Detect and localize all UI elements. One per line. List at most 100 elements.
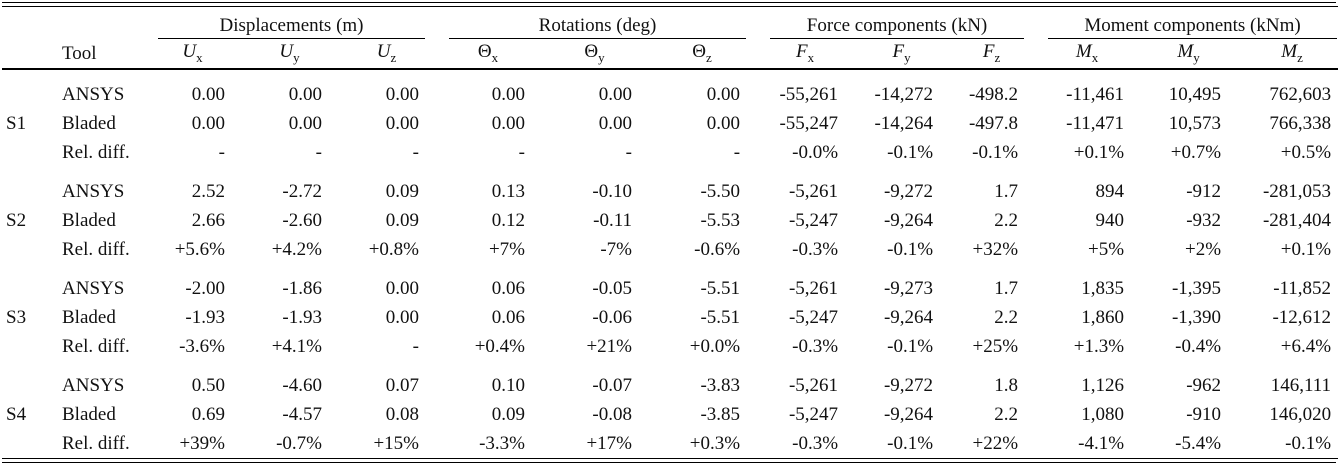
value-cell: 0.08	[385, 403, 419, 425]
value-cell: -3.83	[700, 374, 741, 396]
value-cell: -0.07	[592, 374, 632, 396]
value-cell: -0.4%	[1175, 335, 1222, 357]
value-cell: -912	[1186, 180, 1222, 202]
value-cell: -498.2	[968, 83, 1019, 105]
table-row: ANSYS 2.52 -2.72 0.09 0.13 -0.10 -5.50 -5,261 -9…	[2, 167, 1338, 206]
column-group-header: Rotations (deg)	[435, 7, 756, 39]
value-cell: 0.13	[491, 180, 525, 202]
value-cell: -910	[1186, 403, 1222, 425]
value-cell: 0.00	[598, 83, 632, 105]
value-cell: 0.00	[288, 112, 322, 134]
variable-column-header: Mx	[1034, 39, 1141, 70]
value-cell: +5.6%	[174, 238, 225, 260]
table-row: S1 Bladed 0.00 0.00 0.00 0.00 0.00 0.00 -55,247 -…	[2, 109, 1338, 138]
value-cell: 1.7	[994, 180, 1019, 202]
value-cell: -55,261	[779, 83, 839, 105]
column-subheader-row: Tool Ux Uy Uz Θx Θy Θz Fx Fy Fz Mx My Mz	[2, 39, 1338, 70]
value-cell: -9,272	[883, 374, 934, 396]
value-cell: -281,053	[1262, 180, 1332, 202]
column-group-label: Rotations (deg)	[449, 15, 747, 39]
value-cell: -55,247	[779, 112, 839, 134]
variable-symbol: F	[795, 41, 808, 63]
value-cell: -0.11	[593, 209, 632, 231]
value-cell: -0.1%	[1285, 432, 1332, 454]
value-cell: -281,404	[1262, 209, 1332, 231]
table-row: S4 Bladed 0.69 -4.57 0.08 0.09 -0.08 -3.85 -5,24…	[2, 400, 1338, 429]
value-cell: 10,495	[1168, 83, 1222, 105]
value-cell: +0.3%	[689, 432, 741, 454]
variable-subscript: x	[1091, 49, 1099, 65]
value-cell: -5,247	[788, 403, 839, 425]
variable-column-header: Fx	[756, 39, 855, 70]
value-cell: -0.1%	[887, 335, 934, 357]
value-cell: -3.3%	[479, 432, 525, 454]
table-row: Rel. diff. - - - - - - -0.0% -0.1% -0.1% +0.1% +0.7…	[2, 138, 1338, 167]
variable-column-header: Θx	[435, 39, 541, 70]
value-cell: -1,395	[1171, 277, 1222, 299]
value-cell: +6.4%	[1280, 335, 1332, 357]
value-cell: 0.00	[491, 83, 525, 105]
value-cell: -2.60	[282, 209, 322, 231]
variable-subscript: x	[196, 49, 203, 65]
value-cell: -0.08	[592, 403, 632, 425]
value-cell: 0.00	[191, 112, 225, 134]
value-cell: -5.53	[700, 209, 741, 231]
variable-column-header: Fy	[854, 39, 950, 70]
value-cell: -5,261	[788, 180, 839, 202]
tool-column-header: Tool	[48, 39, 144, 70]
section-label	[2, 361, 48, 400]
value-cell: +0.7%	[1170, 141, 1222, 163]
tool-cell: ANSYS	[62, 277, 125, 299]
value-cell: -962	[1186, 374, 1222, 396]
value-cell: -5.51	[700, 306, 741, 328]
variable-subscript: z	[705, 49, 712, 65]
value-cell: 1,126	[1081, 374, 1125, 396]
value-cell: 0.00	[288, 83, 322, 105]
value-cell: -2.00	[185, 277, 225, 299]
value-cell: +15%	[373, 432, 419, 454]
value-cell: +0.1%	[1280, 238, 1332, 260]
value-cell: 2.2	[994, 306, 1019, 328]
column-group-header: Force components (kN)	[756, 7, 1034, 39]
value-cell: 0.00	[385, 306, 419, 328]
value-cell: 2.52	[191, 180, 225, 202]
value-cell: 2.2	[994, 403, 1019, 425]
value-cell: -14,272	[874, 83, 934, 105]
value-cell: -12,612	[1272, 306, 1332, 328]
value-cell: -9,272	[883, 180, 934, 202]
value-cell: -	[412, 141, 419, 163]
table-row: ANSYS 0.50 -4.60 0.07 0.10 -0.07 -3.83 -5,261 -9…	[2, 361, 1338, 400]
value-cell: -	[412, 335, 419, 357]
value-cell: -7%	[600, 238, 632, 260]
value-cell: +25%	[972, 335, 1019, 357]
variable-column-header: My	[1140, 39, 1238, 70]
variable-column-header: Mz	[1237, 39, 1338, 70]
section-label	[2, 138, 48, 167]
value-cell: -5.4%	[1175, 432, 1222, 454]
value-cell: +0.0%	[689, 335, 741, 357]
value-cell: 0.00	[385, 277, 419, 299]
value-cell: 0.07	[385, 374, 419, 396]
value-cell: 0.69	[191, 403, 225, 425]
value-cell: +5%	[1087, 238, 1125, 260]
column-group-header-row: Displacements (m) Rotations (deg) Force co…	[2, 7, 1338, 39]
value-cell: -0.1%	[887, 432, 934, 454]
value-cell: -5.51	[700, 277, 741, 299]
value-cell: -4.60	[282, 374, 322, 396]
section-label	[2, 429, 48, 459]
tool-cell: ANSYS	[62, 374, 125, 396]
value-cell: -9,264	[883, 403, 934, 425]
value-cell: -5,261	[788, 374, 839, 396]
tool-cell: ANSYS	[62, 83, 125, 105]
value-cell: -0.3%	[792, 432, 839, 454]
section-label	[2, 69, 48, 109]
tool-cell: Rel. diff.	[62, 141, 130, 163]
value-cell: -0.0%	[792, 141, 839, 163]
tool-cell: Rel. diff.	[62, 432, 130, 454]
value-cell: -4.57	[282, 403, 322, 425]
value-cell: -11,852	[1273, 277, 1332, 299]
variable-subscript: x	[491, 49, 499, 65]
column-group-label: Moment components (kNm)	[1048, 15, 1338, 39]
variable-subscript: z	[1297, 49, 1303, 65]
